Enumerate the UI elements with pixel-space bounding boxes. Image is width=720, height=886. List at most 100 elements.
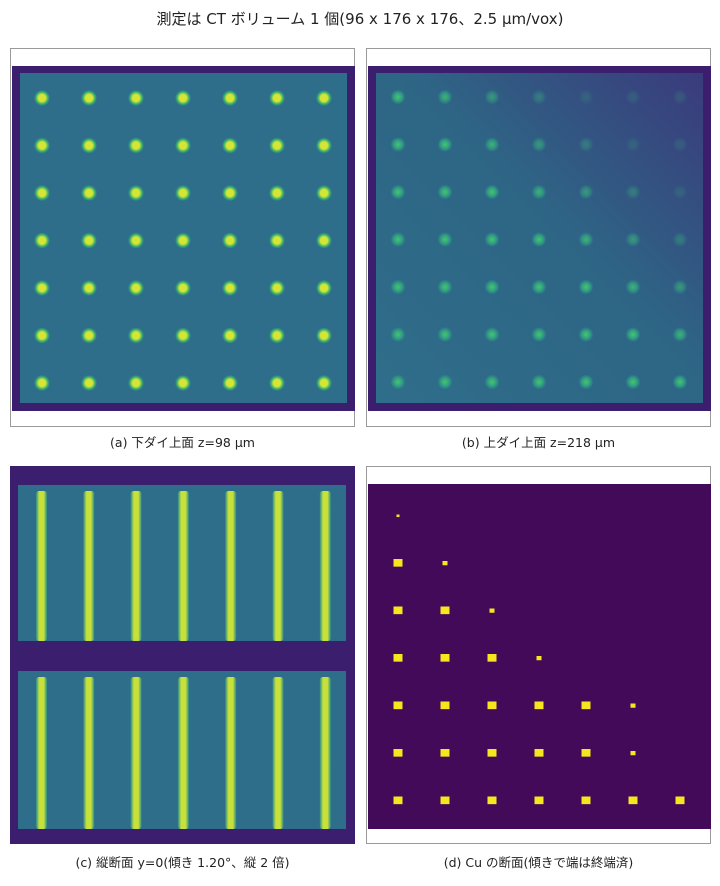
bump [578, 374, 594, 390]
bump [672, 184, 688, 200]
cu-section [440, 749, 450, 757]
cu-section [487, 796, 497, 805]
cu-section [581, 796, 591, 805]
bump [437, 327, 453, 342]
panel-b-upper-die-top [366, 48, 711, 427]
cu-section [487, 701, 497, 710]
bump [34, 137, 50, 154]
bump [81, 185, 97, 201]
bump [484, 232, 500, 247]
bump [128, 327, 144, 344]
bump [175, 137, 191, 154]
panel-c-caption: (c) 縦断面 y=0(傾き 1.20°、縦 2 倍) [75, 855, 290, 870]
bump [34, 185, 50, 201]
bump [175, 375, 191, 391]
bump [437, 279, 453, 295]
cu-section [396, 514, 400, 518]
bump [578, 89, 594, 105]
bump [81, 90, 97, 106]
pillar [36, 677, 47, 829]
cu-section [581, 749, 591, 757]
pillar [272, 677, 284, 829]
bump [316, 137, 332, 154]
bump [316, 232, 332, 249]
bump [81, 232, 97, 249]
bump [625, 232, 641, 247]
panel-c-vertical-section [10, 466, 355, 844]
cu-section [487, 749, 497, 757]
bump [625, 327, 641, 342]
cu-section [393, 606, 403, 615]
bump [625, 374, 641, 390]
bump [222, 232, 238, 249]
bump [531, 374, 547, 390]
bump [128, 137, 144, 154]
cu-section [536, 656, 542, 661]
bump [484, 374, 500, 390]
bump [484, 137, 500, 152]
bump [578, 327, 594, 342]
pillar [83, 677, 95, 829]
pillar [272, 491, 284, 641]
bump [34, 327, 50, 344]
bump [578, 279, 594, 295]
bump [269, 232, 285, 249]
bump [222, 280, 238, 296]
pillar [177, 677, 189, 829]
bump [390, 89, 406, 105]
bump [390, 184, 406, 200]
bump [672, 327, 688, 342]
bump [175, 232, 191, 249]
bump [625, 89, 641, 105]
bump [269, 137, 285, 154]
panel-d-caption: (d) Cu の断面(傾きで端は終端済) [443, 855, 634, 870]
cu-section [675, 796, 685, 805]
cu-section [393, 749, 403, 757]
bump [625, 137, 641, 152]
bump [390, 374, 406, 390]
bump [34, 232, 50, 249]
cu-section [393, 701, 403, 710]
bump [269, 280, 285, 296]
bump [672, 89, 688, 105]
panel-a-image [12, 66, 355, 411]
bump [531, 327, 547, 342]
cu-section [440, 606, 450, 615]
bump [81, 375, 97, 391]
pillar [225, 491, 237, 641]
bump [437, 89, 453, 105]
bump [222, 185, 238, 201]
bump [175, 280, 191, 296]
bump [437, 137, 453, 152]
bump [437, 232, 453, 247]
bump [672, 279, 688, 295]
bump [484, 327, 500, 342]
bump [34, 375, 50, 391]
bump [128, 90, 144, 106]
bump [269, 90, 285, 106]
bump [316, 90, 332, 106]
bump [578, 232, 594, 247]
bump [81, 327, 97, 344]
pillar [319, 491, 331, 641]
bump [269, 185, 285, 201]
bump [34, 90, 50, 106]
bump [531, 232, 547, 247]
cu-section [534, 749, 544, 757]
pillar [225, 677, 237, 829]
panel-c-image [10, 466, 355, 844]
cu-section [393, 796, 403, 805]
bump [34, 280, 50, 296]
bump [625, 279, 641, 295]
panel-a-caption: (a) 下ダイ上面 z=98 µm [110, 435, 255, 450]
panel-d-cu-section [366, 466, 711, 844]
cu-section [393, 654, 403, 662]
cu-section [487, 654, 497, 662]
figure-title: 測定は CT ボリューム 1 個(96 x 176 x 176、2.5 µm/v… [156, 10, 564, 28]
pillar [177, 491, 189, 641]
panel-b-image [368, 66, 711, 411]
bump [437, 374, 453, 390]
panel-a-bottom-die-top [10, 48, 355, 427]
bump [222, 90, 238, 106]
bump [484, 279, 500, 295]
